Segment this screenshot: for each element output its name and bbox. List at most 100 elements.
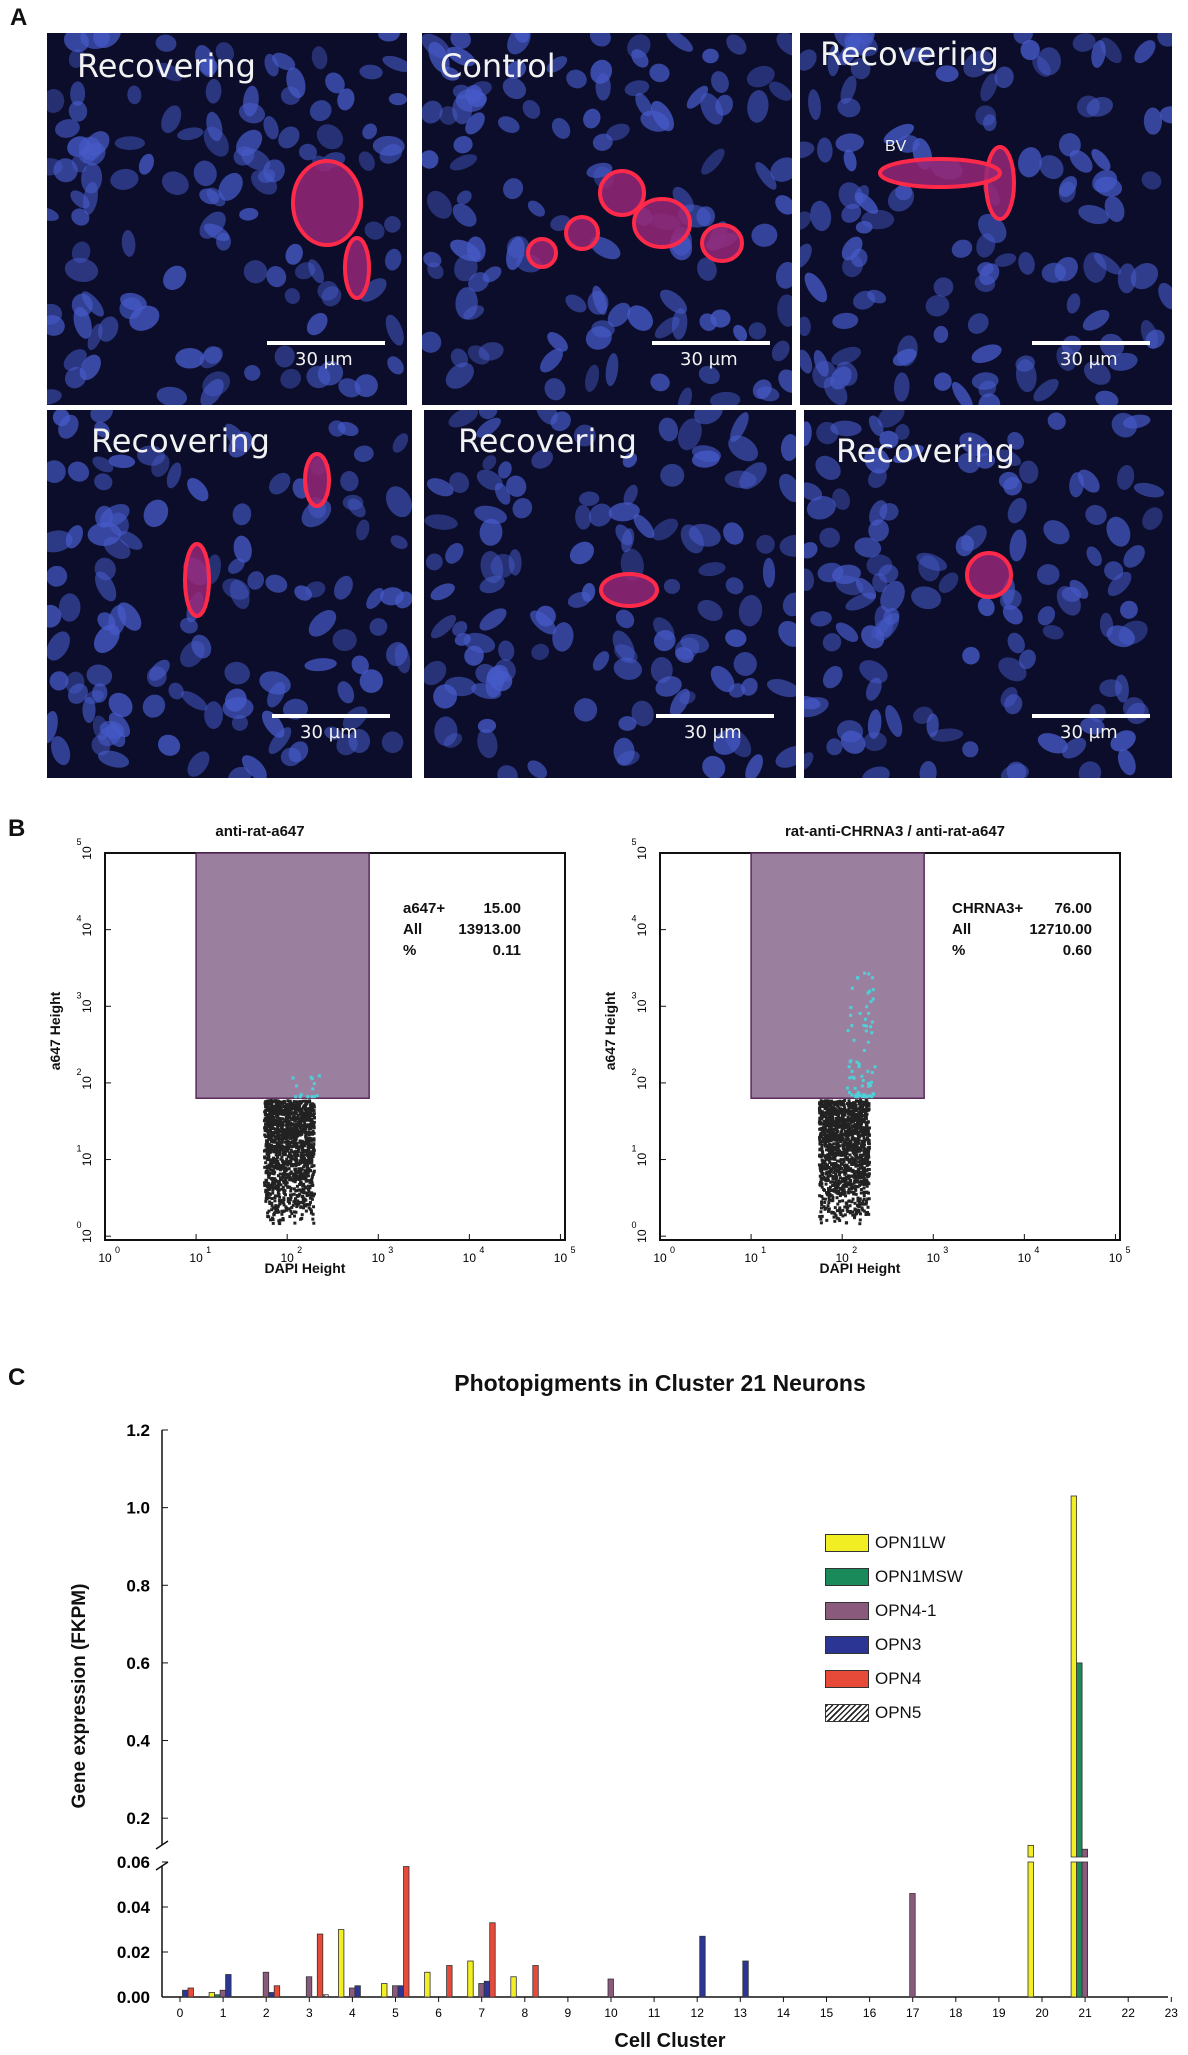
event-point bbox=[861, 1179, 865, 1183]
event-point bbox=[267, 1117, 271, 1121]
event-point bbox=[299, 1101, 303, 1105]
event-point bbox=[289, 1123, 293, 1127]
event-point bbox=[848, 1183, 852, 1187]
event-point bbox=[296, 1113, 300, 1117]
event-point bbox=[272, 1213, 276, 1217]
nucleus bbox=[498, 461, 512, 479]
nucleus bbox=[280, 368, 302, 389]
event-point bbox=[269, 1218, 273, 1222]
nucleus bbox=[1083, 252, 1107, 283]
nucleus bbox=[381, 731, 404, 754]
blood-vessel-annotation: BV bbox=[885, 138, 907, 155]
event-point bbox=[854, 1129, 858, 1133]
bar bbox=[305, 1976, 313, 1998]
event-point bbox=[282, 1152, 286, 1156]
micrograph-6: Recovering 30 µm bbox=[804, 410, 1172, 778]
nucleus bbox=[222, 578, 250, 600]
nucleus bbox=[55, 119, 80, 138]
positive-event-point bbox=[868, 989, 872, 993]
x-tick-label: 1 bbox=[220, 2006, 227, 2020]
facs-stat-key: All bbox=[952, 921, 972, 938]
nucleus bbox=[93, 624, 120, 654]
nucleus bbox=[142, 694, 166, 718]
event-point bbox=[285, 1128, 289, 1132]
event-point bbox=[833, 1206, 837, 1210]
nucleus bbox=[804, 568, 815, 591]
event-point bbox=[287, 1207, 291, 1211]
event-point bbox=[850, 1169, 854, 1173]
x-tick-exponent: 0 bbox=[670, 1245, 675, 1255]
nucleus bbox=[728, 435, 759, 462]
nucleus bbox=[810, 611, 832, 627]
event-point bbox=[867, 1104, 871, 1108]
event-point bbox=[834, 1172, 838, 1176]
nucleus bbox=[482, 455, 497, 470]
nucleus bbox=[127, 85, 142, 105]
event-point bbox=[828, 1128, 832, 1132]
event-point bbox=[283, 1140, 287, 1144]
event-point bbox=[828, 1193, 832, 1197]
facs-x-axis-label: DAPI Height bbox=[819, 1260, 901, 1276]
event-point bbox=[307, 1187, 311, 1191]
event-point bbox=[818, 1174, 822, 1178]
event-point bbox=[823, 1111, 827, 1115]
event-point bbox=[862, 1183, 866, 1187]
micrograph-image bbox=[424, 410, 796, 778]
event-point bbox=[281, 1151, 285, 1155]
event-point bbox=[263, 1165, 267, 1169]
nucleus bbox=[233, 535, 252, 563]
nucleus bbox=[1047, 412, 1066, 430]
nucleus bbox=[804, 272, 828, 303]
nucleus bbox=[228, 431, 253, 458]
event-point bbox=[844, 1108, 848, 1112]
event-point bbox=[289, 1117, 293, 1121]
event-point bbox=[264, 1135, 268, 1139]
micrograph-4: Recovering 30 µm bbox=[47, 410, 412, 778]
event-point bbox=[302, 1165, 306, 1169]
event-point bbox=[300, 1213, 304, 1217]
event-point bbox=[847, 1199, 851, 1203]
event-point bbox=[311, 1212, 315, 1216]
event-point bbox=[827, 1144, 831, 1148]
event-point bbox=[281, 1144, 285, 1148]
event-point bbox=[263, 1112, 267, 1116]
positive-event-point bbox=[865, 1005, 869, 1009]
x-tick-exponent: 2 bbox=[852, 1245, 857, 1255]
positive-event-point bbox=[867, 972, 871, 976]
event-point bbox=[309, 1169, 313, 1173]
event-point bbox=[299, 1123, 303, 1127]
bar bbox=[1081, 1861, 1088, 1998]
nucleus bbox=[336, 733, 358, 756]
event-point bbox=[819, 1109, 823, 1113]
event-point bbox=[304, 1134, 308, 1138]
event-point bbox=[312, 1147, 316, 1151]
event-point bbox=[854, 1192, 858, 1196]
event-point bbox=[290, 1212, 294, 1216]
nucleus bbox=[229, 579, 250, 610]
nucleus bbox=[615, 609, 635, 629]
nucleus bbox=[317, 280, 339, 301]
event-point bbox=[291, 1122, 295, 1126]
nucleus bbox=[108, 712, 131, 738]
event-point bbox=[818, 1194, 822, 1198]
nucleus bbox=[565, 294, 587, 313]
event-point bbox=[293, 1180, 297, 1184]
nucleus bbox=[1133, 482, 1165, 498]
nucleus bbox=[261, 710, 285, 738]
event-point bbox=[834, 1175, 838, 1179]
nucleus bbox=[830, 420, 862, 437]
nucleus bbox=[1066, 293, 1081, 314]
nucleus bbox=[983, 114, 997, 132]
event-point bbox=[300, 1114, 304, 1118]
event-point bbox=[827, 1119, 831, 1123]
nucleus bbox=[448, 410, 479, 428]
event-point bbox=[294, 1137, 298, 1141]
nucleus bbox=[67, 683, 88, 704]
event-point bbox=[273, 1127, 277, 1131]
event-point bbox=[275, 1146, 279, 1150]
event-point bbox=[300, 1109, 304, 1113]
event-point bbox=[298, 1181, 302, 1185]
event-point bbox=[291, 1136, 295, 1140]
event-point bbox=[829, 1198, 833, 1202]
event-point bbox=[850, 1101, 854, 1105]
